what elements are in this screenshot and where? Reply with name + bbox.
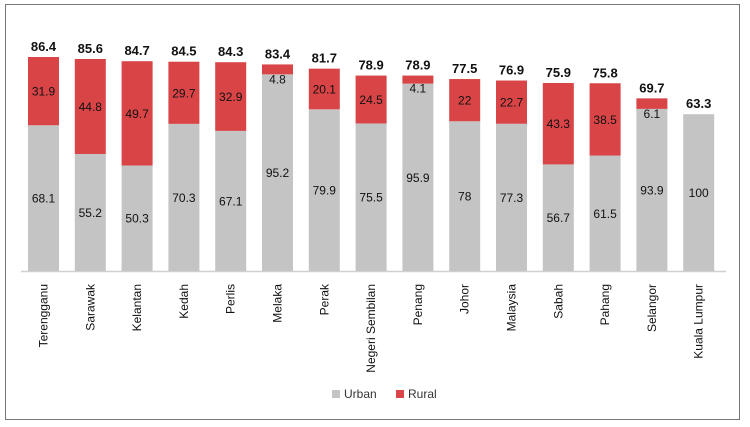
bar-rural: [262, 64, 293, 75]
data-label-rural: 49.7: [125, 107, 149, 121]
data-label-urban: 50.3: [125, 212, 149, 226]
total-label: 85.6: [78, 41, 103, 56]
total-label: 81.7: [312, 51, 337, 66]
data-label-urban: 55.2: [79, 206, 103, 220]
bar-urban: [589, 155, 621, 271]
bar-rural: [636, 98, 668, 109]
legend-label-urban: Urban: [344, 387, 377, 401]
data-label-urban: 95.9: [406, 171, 430, 185]
chart-frame: [5, 4, 740, 420]
bar-rural: [449, 79, 481, 122]
data-label-urban: 70.3: [172, 191, 196, 205]
x-tick-label: Sarawak: [83, 283, 97, 331]
x-tick-label: Perak: [317, 283, 331, 315]
x-tick-label: Kuala Lumpur: [692, 284, 706, 359]
data-label-rural: 22.7: [500, 96, 524, 110]
data-label-rural: 44.8: [79, 100, 103, 114]
data-label-urban: 100: [689, 186, 709, 200]
bar-urban: [683, 114, 715, 272]
bar-rural: [496, 80, 527, 124]
total-label: 83.4: [265, 46, 291, 61]
x-tick-label: Pahang: [598, 284, 612, 325]
data-label-rural: 4.8: [269, 72, 286, 86]
total-label: 77.5: [452, 61, 477, 76]
bar-urban: [28, 125, 59, 272]
bar-urban: [402, 83, 434, 271]
data-label-rural: 32.9: [219, 90, 243, 104]
bar-rural: [355, 75, 387, 124]
bar-urban: [168, 123, 200, 271]
total-label: 63.3: [686, 96, 711, 111]
bar-urban: [215, 130, 247, 271]
data-label-rural: 24.5: [359, 93, 383, 107]
bar-urban: [74, 153, 106, 271]
bar-rural: [402, 75, 434, 84]
data-label-rural: 43.3: [547, 117, 571, 131]
data-label-rural: 20.1: [313, 82, 337, 96]
x-tick-label: Penang: [411, 284, 425, 325]
bar-rural: [308, 68, 340, 110]
bar-rural: [168, 61, 200, 124]
x-tick-label: Malaysia: [505, 284, 519, 332]
total-label: 75.8: [592, 65, 617, 80]
data-label-rural: 6.1: [644, 107, 661, 121]
data-label-urban: 68.1: [32, 192, 56, 206]
data-label-rural: 38.5: [593, 113, 617, 127]
bar-urban: [496, 123, 527, 272]
bar-rural: [215, 62, 247, 131]
x-tick-label: Johor: [458, 284, 472, 314]
total-label: 75.9: [546, 65, 571, 80]
total-label: 84.5: [171, 44, 196, 59]
data-label-urban: 67.1: [219, 194, 243, 208]
total-label: 84.7: [124, 43, 149, 58]
data-label-urban: 78: [458, 190, 472, 204]
data-label-rural: 31.9: [32, 85, 56, 99]
data-label-rural: 22: [458, 94, 472, 108]
x-tick-label: Sabah: [551, 284, 565, 319]
x-tick-label: Melaka: [271, 284, 285, 323]
bar-urban: [121, 165, 153, 271]
x-tick-label: Kedah: [177, 284, 191, 319]
data-label-urban: 79.9: [313, 184, 337, 198]
bar-rural: [121, 61, 153, 166]
x-tick-label: Selangor: [645, 284, 659, 332]
bar-urban: [308, 109, 340, 271]
x-tick-label: Kelantan: [130, 284, 144, 331]
x-tick-label: Terengganu: [37, 284, 51, 347]
bar-urban: [355, 123, 387, 272]
legend-swatch-rural: [396, 390, 404, 398]
total-label: 84.3: [218, 44, 243, 59]
x-tick-label: Perlis: [224, 284, 238, 314]
data-label-urban: 93.9: [640, 183, 664, 197]
total-label: 78.9: [358, 58, 383, 73]
data-label-urban: 95.2: [266, 166, 290, 180]
data-label-urban: 56.7: [547, 211, 571, 225]
total-label: 76.9: [499, 63, 524, 78]
total-label: 86.4: [31, 39, 57, 54]
bar-urban: [542, 164, 574, 271]
total-label: 69.7: [639, 80, 664, 95]
bar-rural: [74, 58, 106, 154]
bar-rural: [542, 83, 574, 165]
data-label-rural: 29.7: [172, 86, 196, 100]
bar-urban: [636, 108, 668, 271]
bar-rural: [28, 57, 59, 126]
data-label-urban: 61.5: [593, 207, 617, 221]
bar-rural: [589, 83, 621, 156]
x-tick-label: Negeri Sembilan: [364, 284, 378, 373]
data-label-urban: 75.5: [359, 191, 383, 205]
bar-urban: [449, 121, 481, 271]
data-label-urban: 77.3: [500, 191, 524, 205]
bar-urban: [262, 74, 293, 271]
legend-label-rural: Rural: [408, 387, 437, 401]
total-label: 78.9: [405, 58, 430, 73]
legend-swatch-urban: [332, 390, 340, 398]
data-label-rural: 4.1: [410, 82, 427, 96]
